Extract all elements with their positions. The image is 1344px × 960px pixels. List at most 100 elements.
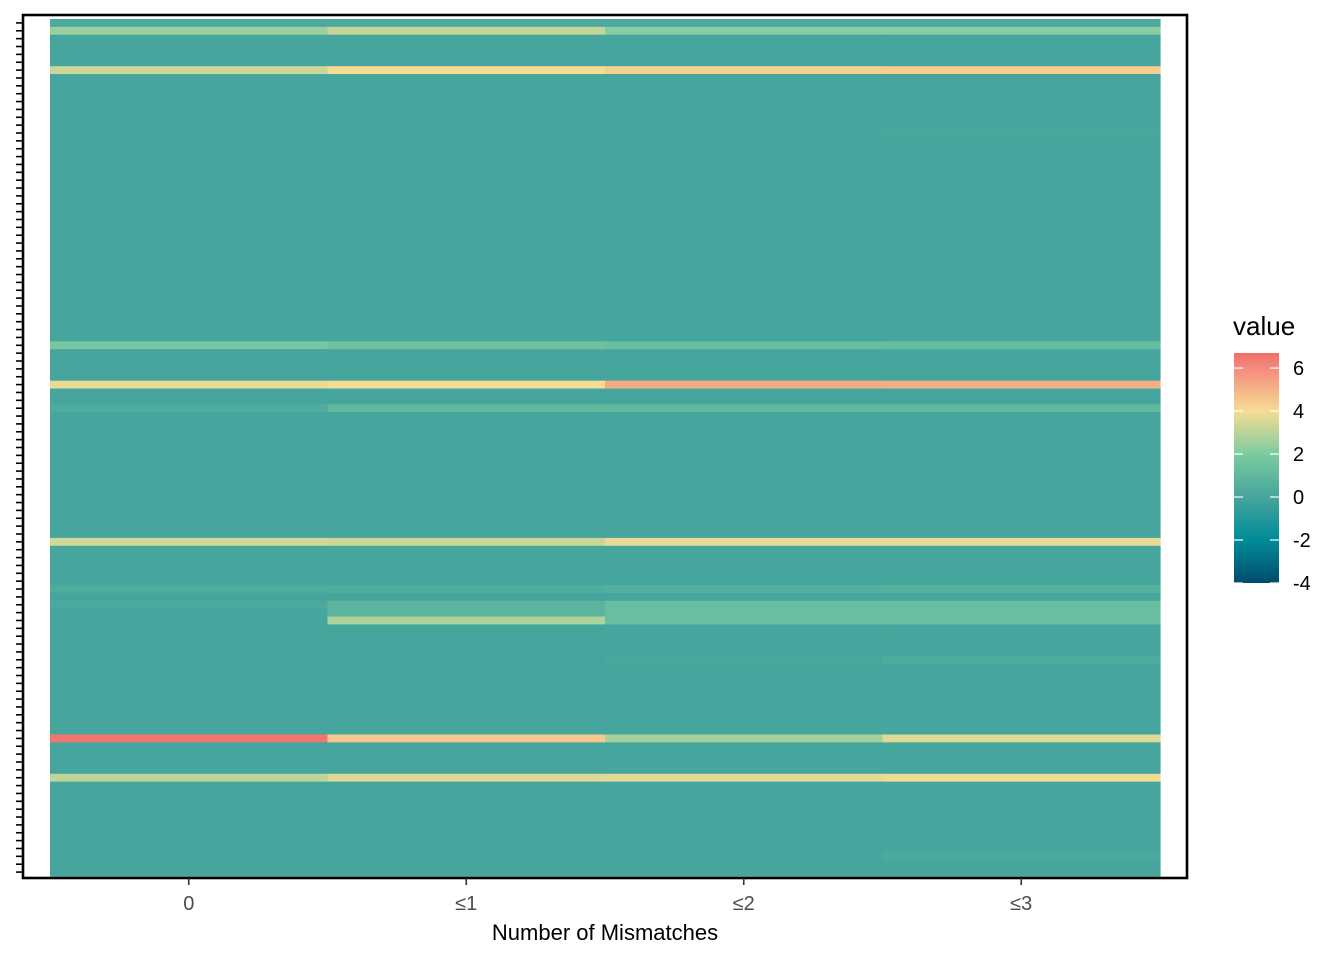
heatmap-cell [50,647,329,657]
heatmap-cell [605,451,884,460]
heatmap-cell [327,781,606,791]
heatmap-cell [50,215,329,225]
heatmap-cell [605,844,884,854]
heatmap-cell [882,380,1161,390]
heatmap-cell [605,679,884,688]
heatmap-cell [605,592,884,602]
heatmap-cell [882,443,1161,453]
heatmap-cell [50,317,329,327]
heatmap-cell [882,632,1161,641]
heatmap-cell [327,545,606,555]
heatmap-cell [50,514,329,523]
heatmap-cell [50,545,329,555]
heatmap-cell [50,97,329,107]
heatmap-cell [50,81,329,91]
heatmap-cell [50,726,329,736]
heatmap-cell [327,844,606,854]
heatmap-cell [882,789,1161,798]
heatmap-cell [882,640,1161,649]
heatmap-cell [882,797,1161,806]
heatmap-cell [327,357,606,366]
heatmap-cell [50,506,329,515]
heatmap-cell [882,671,1161,681]
heatmap-cell [327,419,606,429]
heatmap-cell [327,710,606,720]
heatmap-cell [882,19,1161,28]
heatmap-cell [327,537,606,547]
heatmap-cell [882,805,1161,814]
heatmap-cell [605,349,884,358]
heatmap-cell [882,302,1161,311]
heatmap-cell [605,522,884,531]
heatmap-cell [605,726,884,736]
heatmap-cell [327,640,606,649]
heatmap-cell [50,247,329,256]
heatmap-cell [327,168,606,177]
heatmap-cell [882,545,1161,555]
heatmap-cell [605,553,884,563]
heatmap-cell [605,624,884,633]
heatmap-cell [605,113,884,122]
heatmap-cell [882,773,1161,783]
heatmap-cell [50,632,329,641]
heatmap-cell [50,278,329,287]
heatmap-cell [882,718,1161,728]
heatmap-cell [882,734,1161,743]
heatmap-cell [327,278,606,287]
heatmap-cell [50,105,329,114]
heatmap-cell [605,372,884,382]
heatmap-cell [50,364,329,374]
heatmap-cell [605,364,884,374]
heatmap-cell [50,270,329,280]
heatmap-cell [50,718,329,728]
heatmap-cell [327,341,606,350]
heatmap-cell [882,710,1161,720]
heatmap-cell [882,820,1161,830]
x-tick-label: ≤1 [455,893,477,915]
heatmap-cell [605,498,884,508]
heatmap-cell [605,333,884,342]
heatmap-cell [327,247,606,256]
heatmap-cell [605,585,884,594]
heatmap-cell [605,608,884,618]
legend-colorbar [1234,353,1279,583]
heatmap-cell [50,404,329,413]
heatmap-cell [882,97,1161,107]
heatmap-cell [605,640,884,649]
heatmap-cell [50,254,329,264]
x-tick-label: ≤2 [733,893,755,915]
heatmap-cell [327,616,606,625]
heatmap-cell [605,703,884,712]
heatmap-cell [605,278,884,287]
heatmap-cell [50,758,329,767]
heatmap-cell [327,160,606,169]
heatmap-cell [882,655,1161,665]
heatmap-cell [50,357,329,366]
heatmap-cell [605,852,884,861]
heatmap-cell [882,144,1161,154]
heatmap-cell [50,419,329,429]
heatmap-cell [327,294,606,303]
heatmap-cell [50,176,329,185]
heatmap-cell [50,50,329,59]
heatmap-cell [327,828,606,838]
heatmap-cell [327,569,606,578]
heatmap-cell [605,136,884,146]
heatmap-cell [327,302,606,311]
heatmap-cell [50,58,329,67]
heatmap-cell [327,239,606,248]
heatmap-cell [605,805,884,814]
heatmap-cell [882,239,1161,248]
heatmap-cell [605,50,884,59]
heatmap-cell [882,317,1161,327]
heatmap-cell [327,679,606,688]
heatmap-cell [327,671,606,681]
heatmap-cell [327,317,606,327]
heatmap-cell [327,758,606,767]
heatmap-cell [50,624,329,633]
heatmap-cell [605,254,884,264]
heatmap-cell [882,765,1161,775]
heatmap-cell [605,89,884,99]
heatmap-cell [605,647,884,657]
heatmap-cell [50,655,329,665]
